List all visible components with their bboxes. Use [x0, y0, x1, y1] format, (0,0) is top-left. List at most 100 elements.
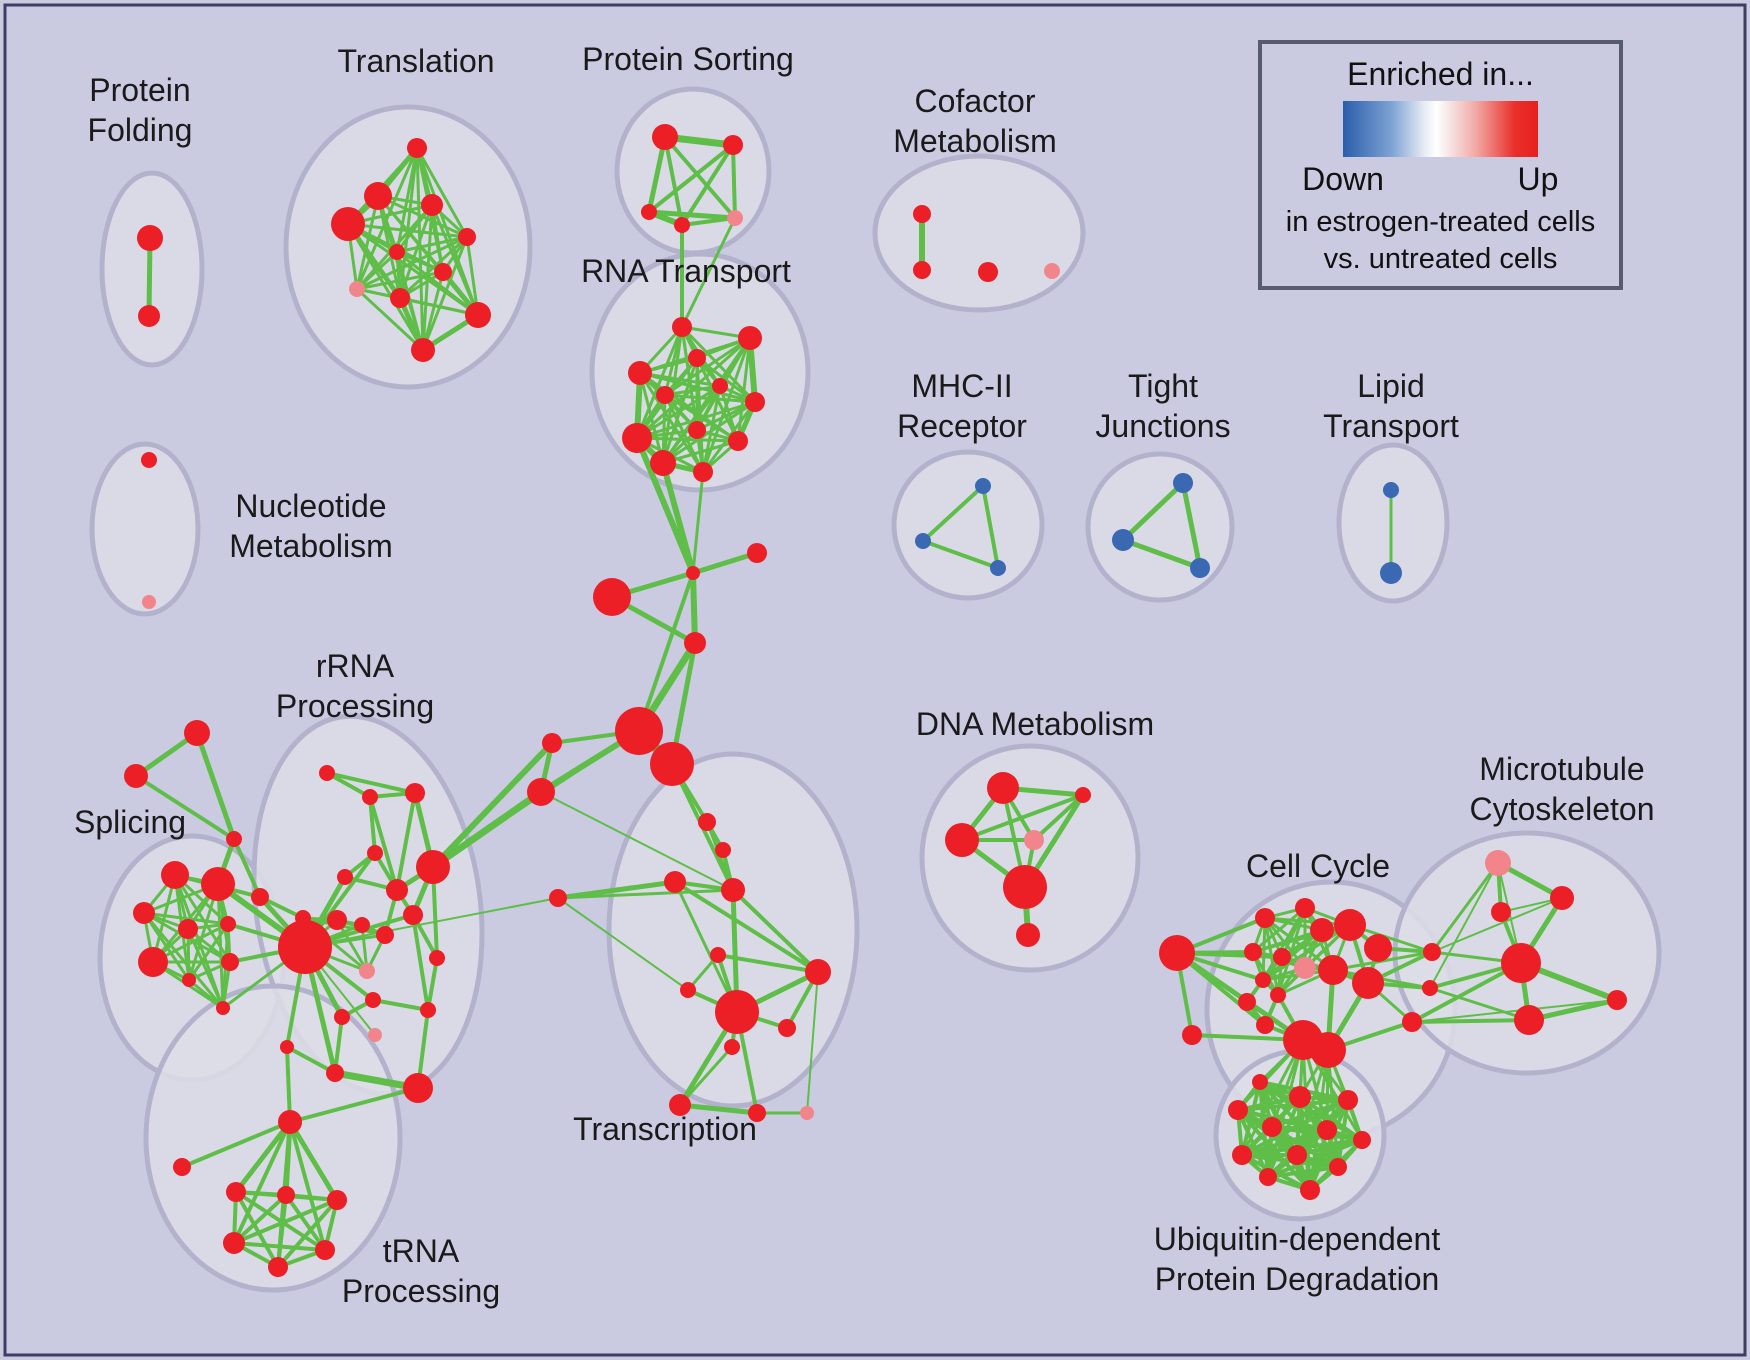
cluster-label-mhc-ii-receptor-line1: MHC-II [911, 368, 1012, 404]
network-edge [355, 287, 425, 352]
network-node-pf2 [138, 305, 160, 327]
network-edge [1431, 897, 1563, 953]
network-node-x14 [669, 1094, 691, 1116]
network-node-k7 [1273, 948, 1291, 966]
legend-caption-line1: in estrogen-treated cells [1285, 206, 1596, 238]
network-node-r5 [656, 386, 674, 404]
network-node-ps1 [652, 124, 678, 150]
network-edge [1240, 1038, 1305, 1157]
network-node-t2 [364, 182, 392, 210]
network-node-d1 [987, 772, 1019, 804]
network-edge [232, 1193, 288, 1245]
network-edge [678, 1045, 734, 1107]
cluster-label-cofactor-metabolism-line1: Cofactor [915, 83, 1036, 119]
network-node-s3 [133, 902, 155, 924]
network-edge [981, 484, 1000, 570]
network-node-n8 [251, 888, 269, 906]
network-node-x3 [549, 889, 567, 907]
network-node-r2 [738, 326, 762, 350]
network-edge [806, 971, 819, 1114]
network-node-r11 [728, 431, 748, 451]
network-node-k11 [1255, 972, 1271, 988]
network-edge [695, 356, 757, 404]
network-node-n22 [326, 1064, 344, 1082]
network-node-x1 [542, 733, 562, 753]
legend-up-label: Up [1517, 161, 1559, 197]
network-node-m2 [915, 533, 931, 549]
network-edge [346, 222, 425, 352]
network-edge [1526, 997, 1620, 1023]
network-edge [680, 143, 735, 227]
network-edge [325, 771, 372, 799]
network-edge [325, 771, 417, 795]
cluster-label-rrna-processing-line2: Processing [276, 688, 434, 724]
network-edge [635, 325, 684, 440]
network-node-mt2 [1550, 886, 1574, 910]
network-edge [1295, 1048, 1330, 1157]
network-edge [216, 882, 225, 1010]
network-node-j1 [1423, 943, 1441, 961]
network-edge [1410, 961, 1523, 1024]
cluster-label-protein-folding-line1: Protein [89, 72, 190, 108]
network-edge [557, 897, 689, 991]
network-node-j2 [1422, 980, 1438, 996]
cluster-label-lipid-transport-line2: Transport [1323, 408, 1459, 444]
network-node-ps4 [674, 217, 690, 233]
network-node-b10 [1329, 1158, 1347, 1176]
network-edge [415, 146, 469, 239]
network-node-u5 [223, 1232, 245, 1254]
network-node-k14 [1256, 1016, 1274, 1034]
network-edge [415, 146, 425, 352]
network-node-c2 [747, 543, 767, 563]
network-edge [333, 1015, 344, 1075]
network-node-k1 [1255, 908, 1275, 928]
network-node-r12 [693, 462, 713, 482]
legend-gradient-bar [1343, 101, 1538, 157]
network-node-n12 [376, 926, 394, 944]
network-node-h1 [615, 707, 663, 755]
network-edge [673, 880, 820, 974]
network-node-m1 [975, 478, 991, 494]
network-node-ps5 [727, 210, 743, 226]
network-node-u7 [268, 1257, 288, 1277]
network-edge [234, 1190, 280, 1269]
network-node-n10 [327, 910, 347, 930]
cluster-label-microtubule-cytoskeleton-line1: Microtubule [1479, 751, 1644, 787]
network-node-t6 [389, 244, 405, 260]
network-node-n3 [405, 783, 425, 803]
network-node-n13 [403, 905, 423, 925]
network-node-n23 [280, 1040, 294, 1054]
network-node-u4 [327, 1190, 347, 1210]
network-node-t9 [390, 288, 410, 308]
cluster-label-splicing: Splicing [74, 804, 186, 840]
cluster-label-protein-sorting: Protein Sorting [582, 41, 794, 77]
cluster-ellipse-tight-junctions [1085, 451, 1235, 603]
network-node-k8 [1294, 957, 1316, 979]
network-edge [921, 539, 1000, 570]
cluster-label-dna-metabolism: DNA Metabolism [916, 706, 1154, 742]
network-node-t10 [465, 302, 491, 328]
network-node-b7 [1317, 1120, 1337, 1140]
network-edge [695, 400, 757, 432]
cluster-label-transcription: Transcription [573, 1111, 757, 1147]
network-node-n18 [365, 992, 381, 1008]
network-node-n16 [278, 920, 332, 974]
network-edge [1301, 1038, 1312, 1192]
legend-down-label: Down [1302, 161, 1384, 197]
cluster-label-trna-processing-line1: tRNA [383, 1233, 460, 1269]
network-node-st1 [184, 720, 210, 746]
network-node-d4 [1024, 830, 1044, 850]
network-node-x11 [715, 990, 759, 1034]
network-edge [395, 791, 417, 892]
network-node-t5 [458, 228, 476, 246]
network-edge [1180, 480, 1203, 571]
cluster-label-trna-processing-line2: Processing [342, 1273, 500, 1309]
network-node-r3 [628, 361, 652, 385]
network-node-x7 [721, 878, 745, 902]
network-node-t8 [349, 281, 365, 297]
network-node-c4 [684, 632, 706, 654]
network-edge [701, 384, 722, 474]
network-edge [355, 270, 445, 291]
network-edge [680, 216, 737, 329]
cluster-label-protein-folding-line2: Folding [88, 112, 193, 148]
